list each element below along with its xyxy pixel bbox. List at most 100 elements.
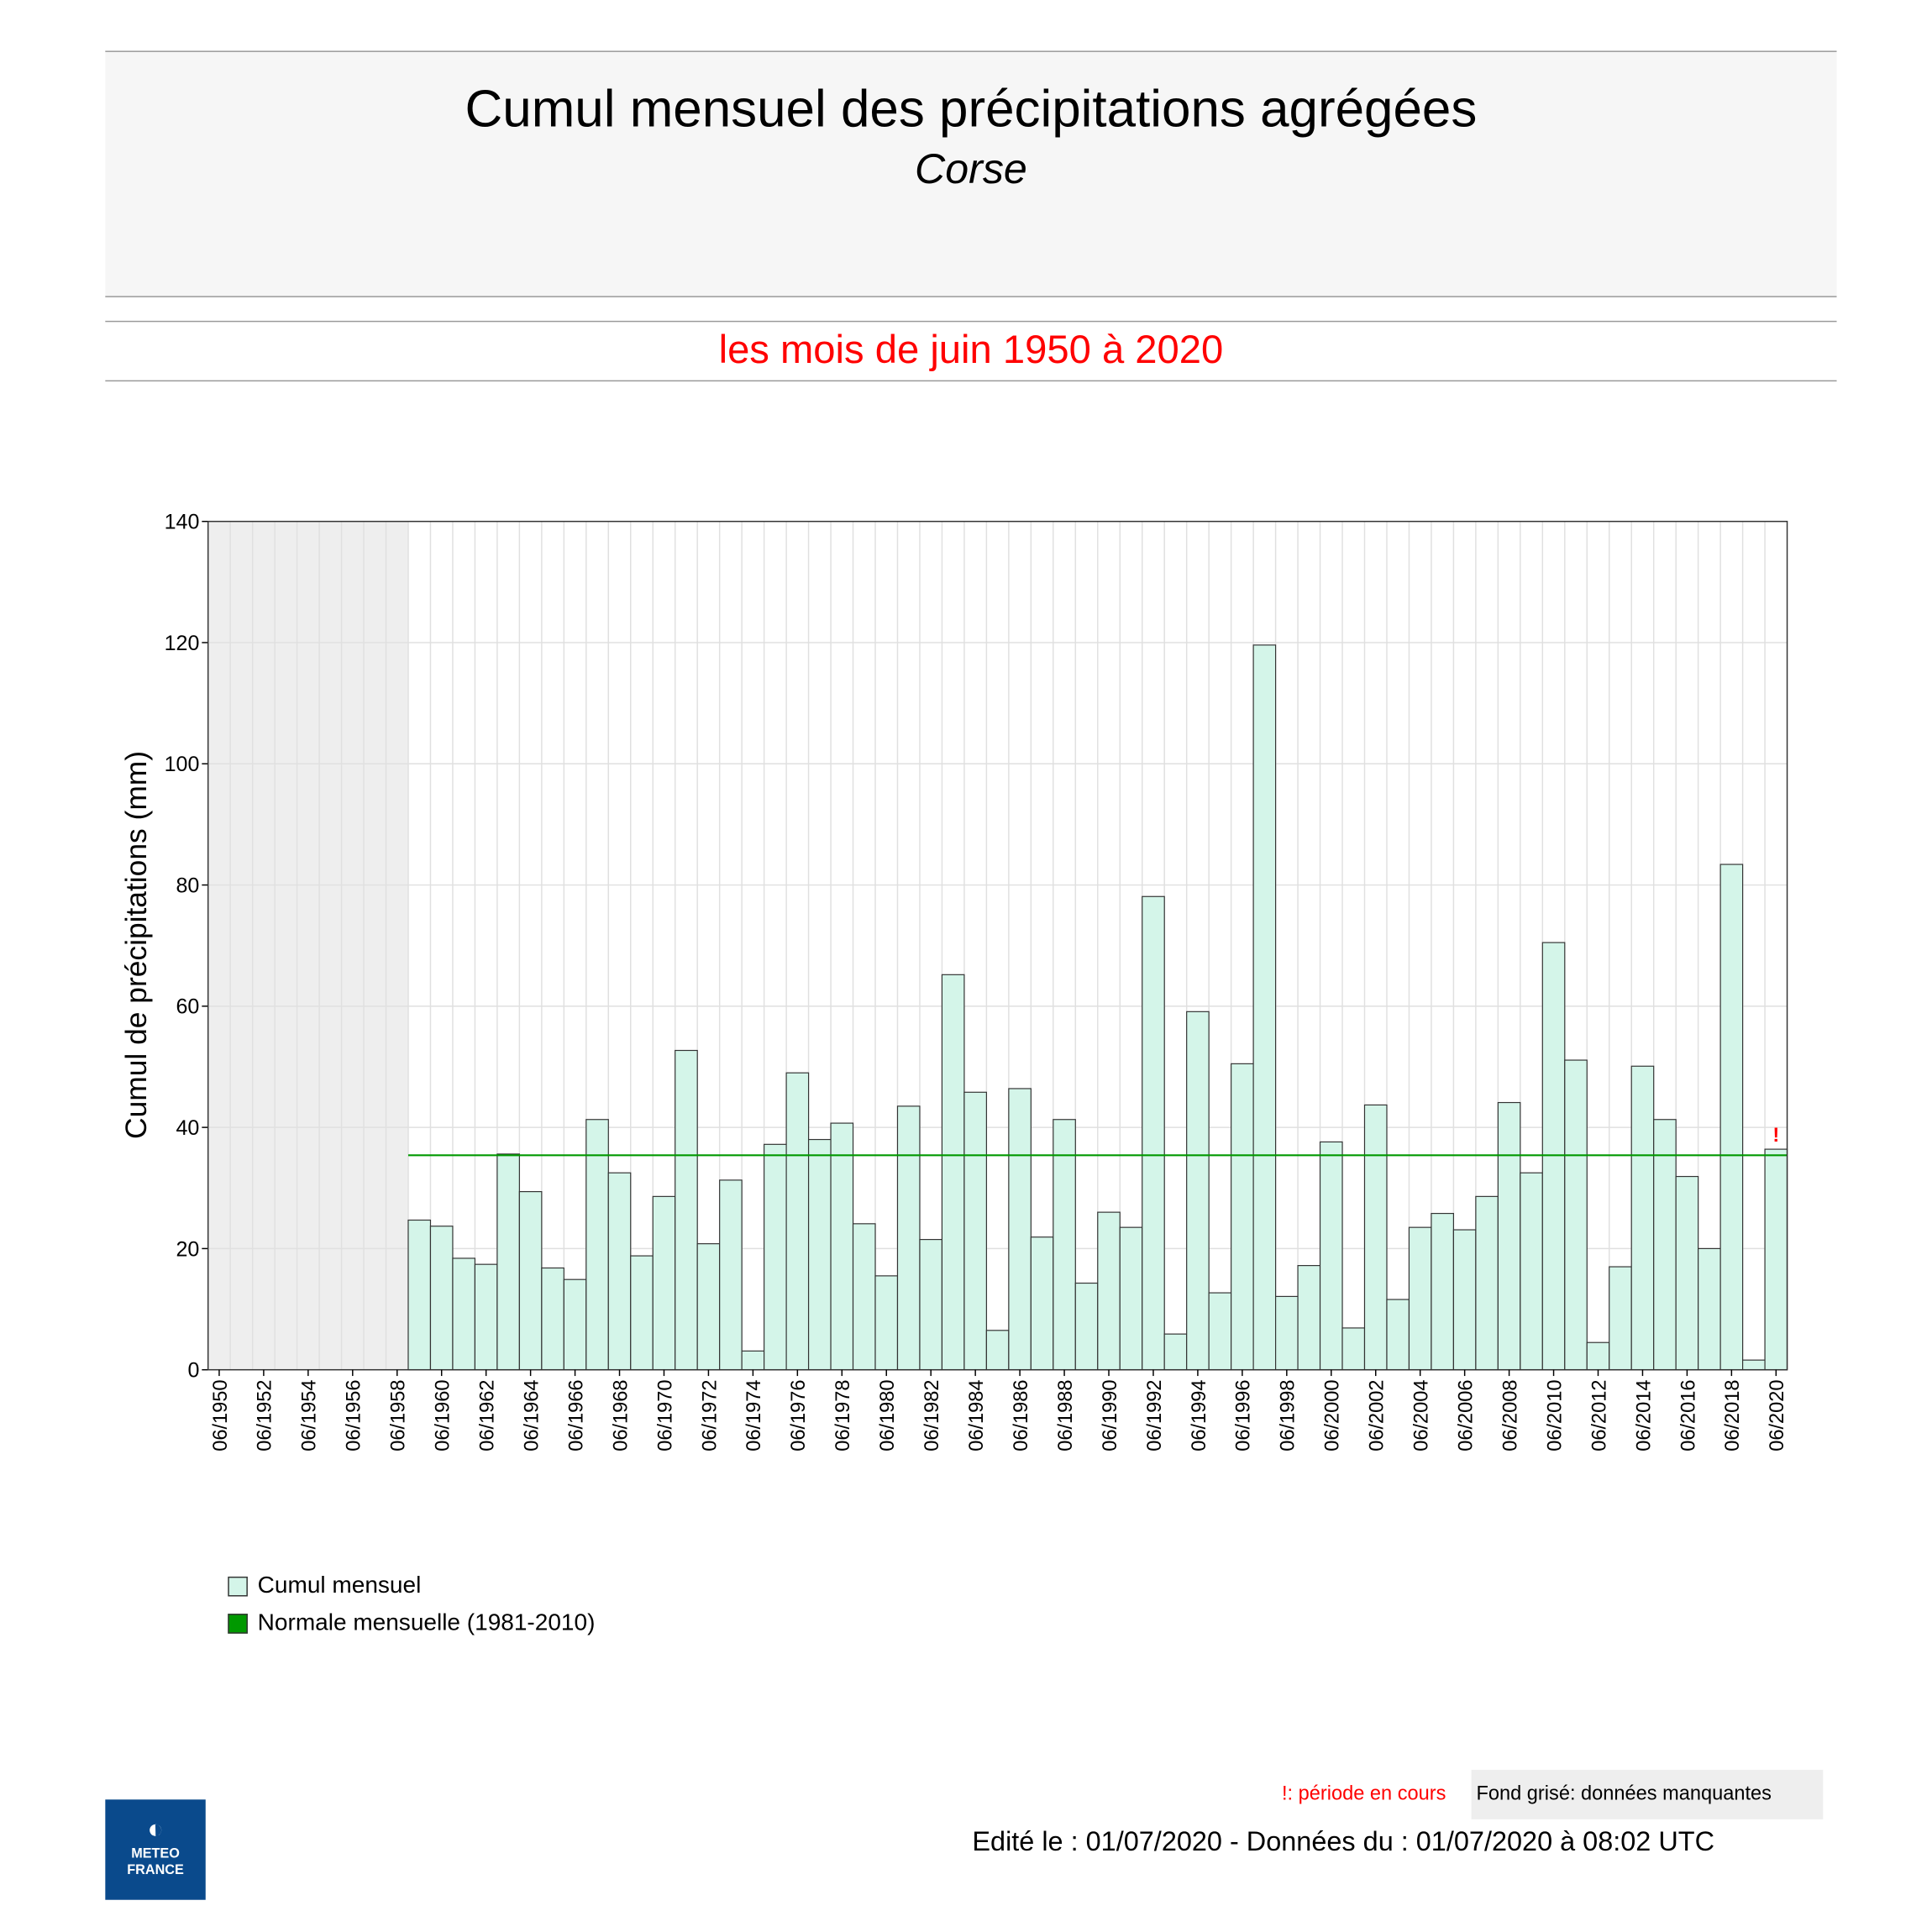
edition-info: Edité le : 01/07/2020 - Données du : 01/…	[972, 1825, 1715, 1857]
bar	[852, 1223, 876, 1371]
x-tick-label: 06/1968	[609, 1379, 631, 1451]
bar	[741, 1350, 765, 1371]
bar	[1431, 1212, 1454, 1371]
bar	[1163, 1333, 1188, 1371]
x-tick-label: 06/1984	[965, 1379, 987, 1451]
x-tick-label: 06/1954	[298, 1379, 320, 1451]
x-tick-label: 06/1970	[654, 1379, 675, 1451]
plot-frame	[207, 520, 1788, 1371]
x-tick-label: 06/2014	[1632, 1379, 1654, 1451]
x-tick-label: 06/1986	[1010, 1379, 1032, 1451]
x-tick-label: 06/1978	[832, 1379, 853, 1451]
bar	[1586, 1341, 1610, 1371]
bar	[474, 1263, 498, 1371]
bar	[1030, 1236, 1054, 1371]
bar	[563, 1278, 587, 1371]
y-tick-label: 20	[176, 1237, 200, 1261]
x-tick-label: 06/1960	[432, 1379, 454, 1451]
bar	[429, 1226, 454, 1371]
x-tick-label: 06/1952	[254, 1379, 276, 1451]
bar	[963, 1091, 987, 1371]
bar	[1609, 1266, 1632, 1371]
y-tick-label: 40	[176, 1116, 200, 1140]
x-tick-label: 06/1988	[1054, 1379, 1076, 1451]
y-tick-label: 60	[176, 995, 200, 1019]
current-period-note: !: période en cours	[1282, 1783, 1446, 1805]
y-axis-label: Cumul de précipitations (mm)	[120, 751, 153, 1139]
x-tick-label: 06/2002	[1366, 1379, 1388, 1451]
x-tick-label: 06/2020	[1766, 1379, 1788, 1451]
bar	[1186, 1011, 1210, 1371]
bar	[1074, 1282, 1099, 1371]
bar	[1719, 864, 1744, 1371]
bar	[585, 1119, 609, 1371]
bar	[1142, 895, 1165, 1371]
bar	[1630, 1065, 1655, 1371]
bar	[652, 1195, 676, 1371]
chart-subtitle: Corse	[915, 145, 1027, 194]
bar	[1252, 644, 1277, 1371]
bar	[785, 1072, 810, 1371]
bar-chart: ! 0 20 40 60 80 100 120 140 06/1950 06/1952 06/1954…	[120, 511, 1788, 1452]
x-tick-label: 06/1958	[387, 1379, 409, 1451]
x-tick-label: 06/1966	[564, 1379, 586, 1451]
x-tick-label: 06/1992	[1143, 1379, 1165, 1451]
bar	[941, 974, 965, 1371]
bar	[1764, 1148, 1788, 1371]
bar	[1675, 1175, 1699, 1371]
x-tick-label: 06/1982	[921, 1379, 942, 1451]
x-tick-label: 06/1998	[1277, 1379, 1299, 1451]
bar	[1053, 1119, 1076, 1371]
missing-data-note: Fond grisé: données manquantes	[1471, 1769, 1824, 1819]
bar	[896, 1105, 921, 1371]
bar	[1475, 1195, 1499, 1371]
bar	[1008, 1088, 1032, 1371]
bar	[1341, 1327, 1366, 1371]
bar	[919, 1238, 943, 1371]
bar	[452, 1257, 476, 1371]
bar	[1231, 1063, 1254, 1371]
legend-label: Cumul mensuel	[257, 1572, 422, 1599]
x-tick-label: 06/2000	[1321, 1379, 1343, 1451]
bar	[1452, 1229, 1477, 1371]
logo-icon: ◐	[147, 1813, 164, 1845]
y-tick-label: 100	[165, 753, 200, 776]
x-tick-label: 06/1950	[209, 1379, 231, 1451]
chart-title: Cumul mensuel des précipitations agrégée…	[465, 79, 1478, 138]
bar	[630, 1255, 654, 1371]
header-panel: Cumul mensuel des précipitations agrégée…	[105, 50, 1837, 297]
bar	[1653, 1119, 1677, 1371]
bar	[1297, 1265, 1321, 1371]
x-tick-label: 06/1956	[343, 1379, 365, 1451]
bar	[764, 1143, 787, 1371]
x-tick-label: 06/2010	[1543, 1379, 1565, 1451]
bar	[1742, 1359, 1766, 1371]
x-tick-label: 06/2018	[1721, 1379, 1743, 1451]
bar	[541, 1267, 564, 1371]
x-tick-label: 06/1990	[1099, 1379, 1121, 1451]
bar	[719, 1179, 743, 1371]
bar	[1408, 1226, 1432, 1371]
bar	[518, 1191, 543, 1371]
period-label: les mois de juin 1950 à 2020	[105, 320, 1837, 382]
bar	[675, 1049, 698, 1371]
bar	[696, 1243, 721, 1371]
missing-data-region	[207, 521, 408, 1370]
y-tick-label: 80	[176, 874, 200, 897]
bar	[1564, 1059, 1588, 1371]
bar	[1520, 1172, 1543, 1371]
x-tick-label: 06/2008	[1499, 1379, 1520, 1451]
bar	[1275, 1295, 1299, 1371]
legend: Cumul mensuel Normale mensuelle (1981-20…	[228, 1568, 595, 1642]
legend-item-normale: Normale mensuelle (1981-2010)	[228, 1605, 595, 1642]
current-period-marker: !	[1772, 1124, 1779, 1146]
x-tick-label: 06/2016	[1677, 1379, 1698, 1451]
y-tick-label: 140	[165, 511, 200, 534]
bar	[1698, 1247, 1721, 1371]
x-tick-label: 06/1974	[743, 1379, 764, 1451]
legend-swatch	[228, 1576, 248, 1597]
bar	[1363, 1104, 1388, 1371]
x-tick-label: 06/2006	[1454, 1379, 1476, 1451]
bar	[607, 1172, 632, 1371]
x-tick-label: 06/1962	[476, 1379, 498, 1451]
